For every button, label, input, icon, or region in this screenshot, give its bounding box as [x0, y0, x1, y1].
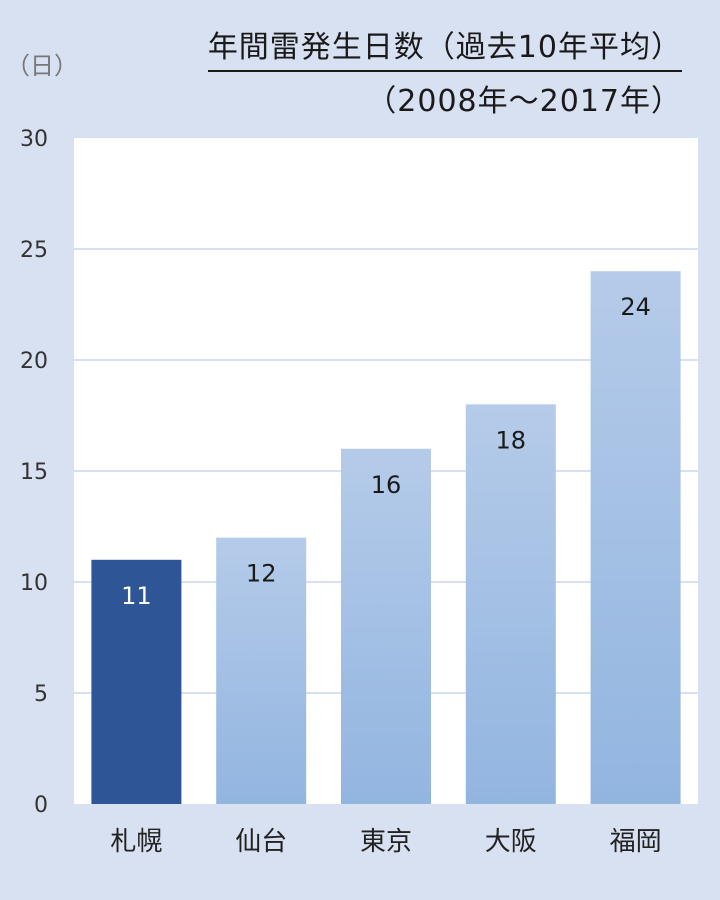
y-tick-label: 5: [34, 682, 48, 707]
y-axis-unit-label: （日）: [6, 52, 78, 80]
x-tick-label: 福岡: [610, 827, 662, 857]
bar: [465, 404, 556, 804]
bar: [590, 271, 681, 804]
data-label: 24: [620, 293, 651, 321]
y-tick-label: 25: [20, 238, 48, 263]
x-tick-label: 仙台: [235, 827, 287, 857]
bar: [341, 448, 431, 804]
data-label: 16: [371, 471, 402, 499]
y-tick-label: 30: [20, 127, 48, 152]
x-tick-label: 東京: [360, 827, 412, 857]
y-tick-label: 0: [34, 793, 48, 818]
data-label: 11: [121, 582, 152, 610]
data-label: 12: [246, 560, 277, 588]
chart-subtitle: （2008年〜2017年）: [366, 84, 682, 119]
y-tick-label: 20: [20, 349, 48, 374]
chart-title: 年間雷発生日数（過去10年平均）: [207, 22, 682, 72]
bar: [216, 537, 307, 804]
x-tick-label: 札幌: [110, 827, 162, 857]
bar: [91, 559, 182, 804]
x-tick-label: 大阪: [485, 827, 537, 857]
y-tick-label: 15: [20, 460, 48, 485]
y-tick-label: 10: [20, 571, 48, 596]
data-label: 18: [496, 426, 527, 454]
